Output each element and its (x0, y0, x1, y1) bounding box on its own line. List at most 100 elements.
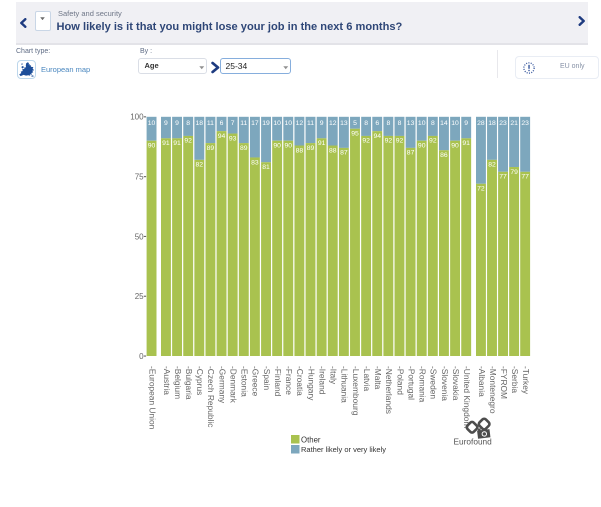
svg-text:-Spain: -Spain (262, 366, 272, 391)
svg-text:91: 91 (318, 140, 326, 147)
svg-text:12: 12 (329, 120, 337, 127)
svg-text:-Bulgaria: -Bulgaria (184, 366, 194, 400)
svg-text:91: 91 (173, 140, 181, 147)
svg-text:95: 95 (351, 131, 359, 138)
svg-text:91: 91 (162, 140, 170, 147)
svg-text:82: 82 (196, 162, 204, 169)
svg-text:Other: Other (301, 436, 321, 445)
svg-text:9: 9 (164, 120, 168, 127)
svg-text:-Netherlands: -Netherlands (384, 366, 394, 414)
svg-text:90: 90 (148, 143, 156, 150)
svg-text:-Serbia: -Serbia (510, 366, 520, 393)
svg-text:18: 18 (196, 120, 204, 127)
svg-text:-Lithuania: -Lithuania (340, 366, 350, 403)
svg-text:100: 100 (130, 113, 144, 122)
svg-text:-Estonia: -Estonia (240, 366, 250, 397)
svg-text:79: 79 (510, 169, 518, 176)
svg-text:-Hungary: -Hungary (306, 366, 316, 401)
svg-text:77: 77 (499, 174, 507, 181)
svg-text:-Slovakia: -Slovakia (451, 366, 461, 401)
svg-text:50: 50 (135, 232, 144, 241)
svg-text:-France: -France (284, 366, 294, 395)
svg-text:19: 19 (262, 120, 270, 127)
svg-text:18: 18 (488, 120, 496, 127)
svg-text:10: 10 (418, 120, 426, 127)
svg-text:-Germany: -Germany (217, 366, 227, 404)
svg-text:Eurofound: Eurofound (454, 437, 493, 447)
svg-text:5: 5 (353, 120, 357, 127)
svg-text:8: 8 (364, 120, 368, 127)
svg-text:94: 94 (373, 133, 381, 140)
svg-text:-Austria: -Austria (162, 366, 172, 395)
svg-text:-Turkey: -Turkey (521, 366, 531, 395)
svg-text:72: 72 (477, 186, 485, 193)
svg-text:-Portugal: -Portugal (406, 366, 416, 400)
svg-text:88: 88 (329, 147, 337, 154)
svg-text:90: 90 (451, 143, 459, 150)
svg-text:91: 91 (462, 140, 470, 147)
svg-text:92: 92 (184, 138, 192, 145)
svg-text:90: 90 (418, 143, 426, 150)
svg-text:87: 87 (340, 150, 348, 157)
svg-text:11: 11 (240, 120, 247, 127)
svg-text:23: 23 (521, 120, 529, 127)
svg-text:-FYROM: -FYROM (499, 366, 509, 399)
svg-text:81: 81 (262, 164, 270, 171)
svg-text:-Ireland: -Ireland (317, 366, 327, 395)
svg-text:89: 89 (307, 145, 315, 152)
svg-text:Rather likely or very likely: Rather likely or very likely (301, 445, 386, 454)
svg-text:10: 10 (273, 120, 281, 127)
svg-text:92: 92 (385, 138, 393, 145)
svg-text:-Romania: -Romania (418, 366, 428, 403)
svg-text:10: 10 (451, 120, 459, 127)
svg-text:-Montenegro: -Montenegro (488, 366, 498, 414)
svg-text:11: 11 (307, 120, 314, 127)
svg-text:-Finland: -Finland (273, 366, 283, 397)
svg-text:90: 90 (273, 143, 281, 150)
svg-text:8: 8 (398, 120, 402, 127)
svg-text:-United Kingdom: -United Kingdom (462, 366, 472, 428)
svg-text:9: 9 (175, 120, 179, 127)
svg-text:10: 10 (284, 120, 292, 127)
svg-text:-Sweden: -Sweden (429, 366, 439, 399)
svg-text:-Czech Republic: -Czech Republic (206, 366, 216, 427)
svg-text:92: 92 (362, 138, 370, 145)
svg-text:-Luxembourg: -Luxembourg (351, 366, 361, 416)
svg-text:7: 7 (231, 120, 235, 127)
svg-text:11: 11 (207, 120, 214, 127)
svg-text:23: 23 (499, 120, 507, 127)
svg-text:-Italy: -Italy (329, 366, 339, 385)
svg-text:-Poland: -Poland (395, 366, 405, 395)
svg-text:87: 87 (407, 150, 415, 157)
svg-text:13: 13 (407, 120, 415, 127)
svg-text:17: 17 (251, 120, 259, 127)
svg-text:-Malta: -Malta (373, 366, 383, 390)
svg-text:12: 12 (296, 120, 304, 127)
svg-text:9: 9 (464, 120, 468, 127)
svg-text:90: 90 (284, 143, 292, 150)
svg-text:-Belgium: -Belgium (173, 366, 183, 399)
svg-text:86: 86 (440, 152, 448, 159)
svg-text:8: 8 (186, 120, 190, 127)
svg-text:93: 93 (229, 135, 237, 142)
svg-text:77: 77 (521, 174, 529, 181)
svg-text:92: 92 (429, 138, 437, 145)
svg-text:75: 75 (135, 173, 144, 182)
svg-text:6: 6 (375, 120, 379, 127)
svg-text:14: 14 (440, 120, 448, 127)
svg-text:92: 92 (396, 138, 404, 145)
svg-text:25: 25 (135, 292, 144, 301)
svg-text:83: 83 (251, 159, 259, 166)
svg-text:89: 89 (207, 145, 215, 152)
svg-text:89: 89 (240, 145, 248, 152)
svg-text:-Croatia: -Croatia (295, 366, 305, 396)
svg-text:-Latvia: -Latvia (362, 366, 372, 391)
svg-text:-Denmark: -Denmark (228, 366, 238, 404)
svg-text:8: 8 (431, 120, 435, 127)
svg-text:10: 10 (148, 120, 156, 127)
svg-text:-European Union: -European Union (147, 366, 157, 430)
svg-text:9: 9 (320, 120, 324, 127)
svg-text:-Albania: -Albania (477, 366, 487, 397)
svg-text:21: 21 (510, 120, 518, 127)
svg-text:88: 88 (296, 147, 304, 154)
